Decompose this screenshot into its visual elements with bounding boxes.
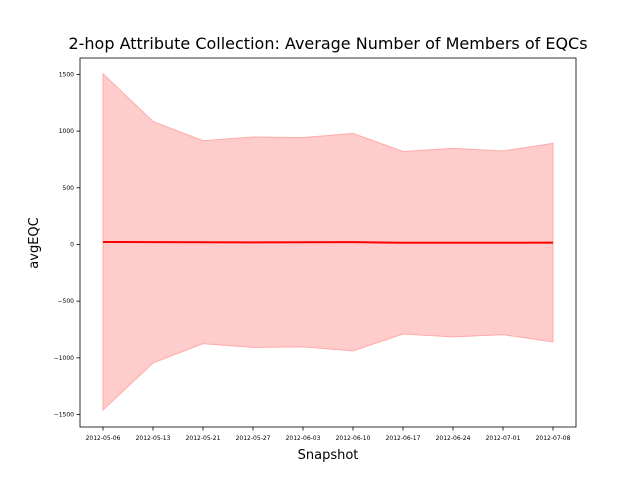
series-line: [102, 240, 554, 244]
y-tick-label: 500: [63, 185, 75, 192]
x-tick-label: 2012-05-21: [186, 435, 221, 442]
x-axis-label: Snapshot: [298, 448, 359, 463]
x-tick-label: 2012-06-17: [386, 435, 421, 442]
x-tick-label: 2012-06-10: [336, 435, 371, 442]
plot-frame: [79, 57, 577, 428]
y-tick-label: 0: [70, 241, 74, 248]
y-tick-label: −500: [58, 298, 75, 305]
plot-area: [102, 72, 554, 412]
y-tick-label: −1000: [54, 355, 74, 362]
y-tick-label: 1500: [59, 71, 74, 78]
y-tick-label: −1500: [54, 412, 74, 419]
x-tick-label: 2012-07-01: [486, 435, 521, 442]
y-axis-label: avgEQC: [27, 217, 42, 268]
x-tick-label: 2012-07-08: [536, 435, 571, 442]
x-tick-label: 2012-05-27: [236, 435, 271, 442]
y-axis: −1500 −1000 −500 0 500 1000 1500: [54, 71, 80, 419]
x-tick-label: 2012-06-24: [436, 435, 471, 442]
x-tick-label: 2012-06-03: [286, 435, 321, 442]
x-axis: 2012-05-06 2012-05-13 2012-05-21 2012-05-27…: [86, 427, 571, 442]
x-tick-label: 2012-05-13: [136, 435, 171, 442]
y-tick-label: 1000: [59, 128, 74, 135]
x-tick-label: 2012-05-06: [86, 435, 121, 442]
chart-title: 2-hop Attribute Collection: Average Numb…: [68, 34, 587, 53]
